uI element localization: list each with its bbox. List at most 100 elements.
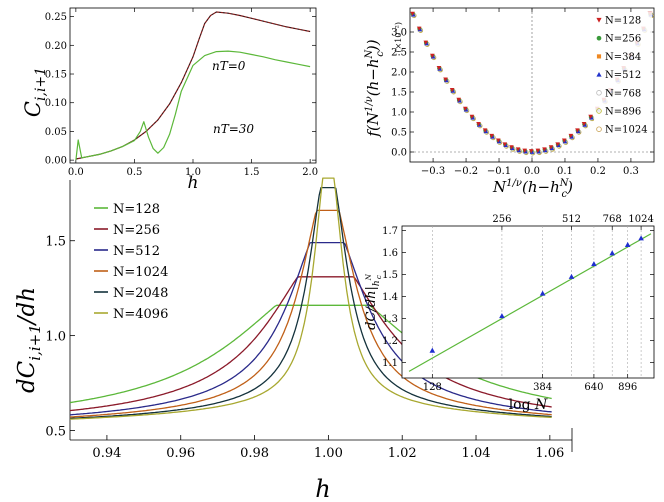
tl-ytick-label: 0.20 (45, 41, 67, 52)
tr-ytick-label: 1.5 (391, 88, 407, 99)
tr-point (588, 114, 593, 119)
inset-ytick-label: 1.1 (382, 358, 398, 369)
tr-point (568, 133, 574, 138)
inset-xtick-label: 384 (533, 382, 552, 393)
tr-legend-label: N=384 (605, 52, 641, 63)
tr-point (581, 121, 587, 127)
tl-ylabel: Ci,i+1 (21, 67, 49, 117)
inset-ytick-label: 1.2 (382, 336, 398, 347)
tl-series-nT30 (75, 50, 311, 161)
main-series-N4096 (70, 177, 552, 420)
main-xtick-label: 1.02 (388, 446, 417, 461)
main-ylabel: dCi,i+1/dh (14, 287, 44, 393)
tr-point (416, 26, 422, 31)
inset-panel: 1.1 1.2 1.3 1.4 1.5 1.6 1.7 128 384 640 896 256 512 7… (364, 214, 655, 413)
tr-point (555, 142, 560, 147)
tr-point (495, 138, 501, 143)
tr-legend-marker (596, 35, 602, 41)
inset-point (539, 290, 546, 296)
tr-legend-marker (596, 54, 602, 59)
inset-point (638, 235, 644, 241)
tr-ytick-label: 2.0 (391, 68, 407, 79)
tl-xlabel: h (188, 173, 199, 193)
main-xtick-label: 0.94 (92, 446, 121, 461)
main-xtick-label: 0.98 (240, 446, 269, 461)
tr-point (410, 11, 415, 16)
tr-xtick-label: 0.0 (524, 166, 540, 177)
inset-top-tick-label: 1024 (628, 214, 653, 225)
tr-ytick-label: 3.0 (391, 28, 407, 39)
tr-point (548, 145, 554, 150)
tr-xtick-label: 0.2 (590, 166, 606, 177)
inset-point (429, 347, 436, 353)
inset-top-tick-label: 768 (603, 214, 622, 225)
inset-xlabel: log N (509, 397, 548, 413)
tr-legend-marker (596, 90, 602, 96)
tr-legend-label: N=1024 (605, 125, 648, 136)
inset-top-tick-label: 256 (492, 214, 511, 225)
inset-ylabel: dC/dh|hN c (364, 273, 383, 330)
tr-point (528, 149, 534, 154)
tl-panel: 0.0 0.5 1.0 1.5 2.00.000.050.100.150.200.25 … (21, 7, 318, 193)
main-series-N256 (69, 276, 552, 412)
tl-ytick-label: 0.00 (45, 156, 67, 167)
inset-fit-line (408, 233, 652, 372)
tr-ytick-label: 2.5 (391, 48, 407, 59)
svg-text:Ci,i+1: Ci,i+1 (21, 67, 49, 117)
main-ytick-label: 0.5 (45, 425, 66, 440)
main-xtick-label: 1.00 (314, 446, 343, 461)
svg-text:dCi,i+1/dh: dCi,i+1/dh (14, 287, 44, 393)
inset-bg (401, 225, 655, 379)
main-legend-label: N=4096 (113, 307, 168, 322)
tr-point (469, 114, 475, 119)
tr-legend-marker (596, 72, 602, 77)
tr-ytick-label: 0.0 (391, 148, 407, 159)
main-legend-label: N=128 (113, 202, 160, 217)
tr-xtick-label: 0.1 (557, 166, 573, 177)
tr-xtick-label: −0.2 (454, 166, 478, 177)
inset-ytick-label: 1.4 (382, 292, 398, 303)
tl-annotation-nT0: nT=0 (212, 59, 246, 73)
tr-panel: −0.3 −0.2 −0.1 0.0 0.1 0.2 0.3 0.0 0.5 1.0 1.5 2.0 2… (364, 7, 655, 200)
tr-legend-marker (596, 108, 602, 114)
tr-point (482, 128, 488, 133)
inset-xtick-label: 128 (423, 382, 442, 393)
tr-point (522, 148, 527, 153)
tr-point (542, 147, 547, 152)
tl-xtick-label: 0.5 (126, 167, 142, 178)
inset-ytick-label: 1.5 (382, 270, 398, 281)
tl-annotations: nT=0 nT=30 (212, 59, 254, 136)
tr-point (561, 138, 567, 143)
tr-point (502, 142, 508, 147)
inset-point (591, 261, 597, 267)
tr-xlabel: N1/ν(h−hN c) (492, 178, 573, 200)
tr-xtick-label: −0.3 (421, 166, 445, 177)
svg-text:f(N1/ν(h−hNc)): f(N1/ν(h−hNc)) (364, 39, 386, 137)
main-series-N512 (69, 241, 552, 416)
main-xtick-label: 1.06 (535, 446, 564, 461)
tr-xtick-label: −0.1 (487, 166, 511, 177)
tr-ytick-label: 0.5 (391, 128, 407, 139)
tl-ytick-label: 0.05 (45, 127, 67, 138)
main-series-N2048 (69, 186, 552, 420)
inset-point (499, 313, 505, 319)
tl-annotation-nT30: nT=30 (213, 122, 254, 136)
tr-point (515, 147, 521, 152)
tr-legend-marker (596, 17, 602, 23)
tr-legend-label: N=896 (605, 107, 641, 118)
tr-point (449, 88, 455, 93)
main-panel: 0.94 0.96 0.98 1.00 1.02 1.04 1.06 0.5 1.0 1.5 N=… (14, 177, 573, 502)
main-xlabel: h (315, 475, 330, 502)
tr-point (436, 66, 442, 71)
inset-point (609, 250, 616, 256)
main-legend-label: N=512 (113, 244, 160, 259)
tr-point (463, 106, 468, 111)
tr-legend-label: N=512 (605, 70, 641, 81)
inset-ytick-label: 1.7 (382, 226, 398, 237)
tl-xtick-label: 1.5 (244, 167, 260, 178)
tl-xtick-label: 2.0 (302, 167, 318, 178)
tl-xtick-label: 0.0 (68, 167, 84, 178)
tr-point (443, 77, 448, 82)
tr-ylabel: f(N1/ν(h−hNc)) (364, 39, 386, 137)
